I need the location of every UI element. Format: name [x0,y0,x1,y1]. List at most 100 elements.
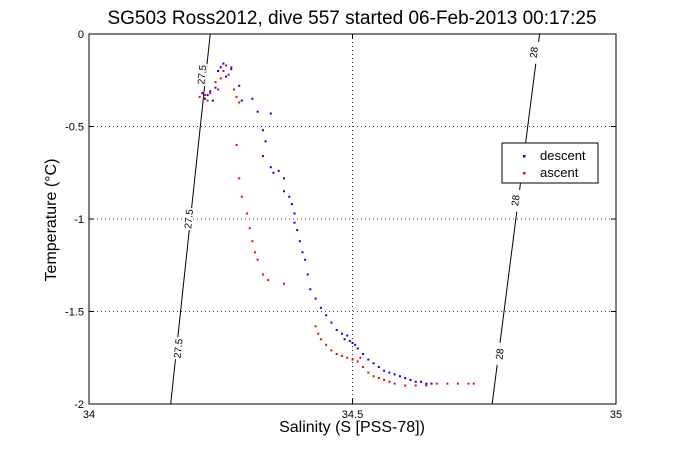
descent-point [346,334,349,337]
density-contours: 27.5 27.5 27.5 28 28 28 [170,33,541,405]
ascent-point [214,81,217,84]
ascent-point [362,366,365,368]
y-tick-label: -1 [74,214,84,226]
series-descent [201,62,433,385]
descent-point [398,375,401,378]
descent-point [282,190,285,193]
descent-point [293,212,296,215]
ascent-point [359,356,362,359]
contour-label-bg [173,337,184,360]
ascent-point [203,94,206,97]
ascent-point [246,212,249,215]
ascent-point [372,375,375,378]
legend-marker-ascent [523,172,526,175]
contour-label: 27.5 [196,64,209,85]
descent-point [409,378,412,381]
ascent-point [456,382,459,385]
descent-point [230,68,233,71]
descent-point [211,99,214,102]
y-tick-label: -2 [74,399,84,411]
ascent-point [435,382,438,385]
descent-point [304,258,307,261]
ascent-point [267,279,270,282]
ascent-point [472,382,475,385]
descent-point [383,369,386,372]
ascent-point [235,95,238,98]
ascent-point [383,378,386,381]
descent-point [201,92,204,95]
descent-point [348,340,351,343]
contour-label: 27.5 [183,208,196,229]
descent-point [362,353,365,356]
ascent-point [217,88,220,91]
x-axis-ticks: 34 34.5 35 [83,34,622,421]
data-points [198,62,475,387]
descent-point [330,321,333,324]
x-axis-label: Salinity (S [PSS-78]) [279,419,425,436]
chart-title: SG503 Ross2012, dive 557 started 06-Feb-… [107,8,596,29]
ascent-point [325,343,328,346]
ascent-point [248,227,251,230]
descent-point [238,84,241,87]
descent-point [298,240,301,243]
descent-point [209,90,212,93]
descent-point [430,382,433,385]
contour-label: 28 [510,194,522,207]
y-tick-label: -0.5 [65,122,84,134]
descent-point [251,97,254,100]
descent-point [367,358,370,361]
ascent-point [446,382,449,385]
descent-point [354,343,357,346]
legend-label-descent: descent [540,148,586,163]
ascent-point [238,101,241,104]
descent-point [261,155,264,158]
ascent-point [225,64,228,67]
descent-point [306,273,309,276]
ascent-point [282,282,285,285]
ascent-point [330,349,333,352]
ascent-point [206,99,209,102]
descent-point [288,195,291,198]
contour-label: 28 [529,46,541,59]
ascent-point [317,332,320,335]
descent-point [420,380,423,383]
ascent-point [388,380,391,383]
descent-point [425,382,428,385]
ascent-point [346,356,349,359]
descent-point [277,169,280,172]
ascent-point [319,338,322,341]
descent-point [356,347,359,350]
ascent-point [340,354,343,357]
ascent-point [261,273,264,276]
descent-point [203,97,206,100]
legend-marker-descent [523,155,526,158]
descent-point [217,70,220,72]
y-axis-ticks: -2 -1.5 -1 -0.5 0 [65,29,616,411]
descent-point [301,251,304,254]
descent-point [269,112,272,115]
descent-point [264,140,267,143]
chart-legend: descent ascent [501,142,599,184]
ascent-point [377,377,380,380]
descent-point [269,166,272,169]
contour-label: 28 [494,347,506,360]
ascent-point [198,95,201,98]
descent-point [340,332,343,335]
descent-point [309,288,312,291]
x-tick-label: 35 [610,409,622,421]
descent-point [296,229,299,232]
ascent-point [351,358,354,361]
descent-point [225,75,228,78]
descent-point [335,329,338,331]
ascent-point [404,384,407,387]
ascent-point [209,92,212,95]
ascent-point [314,325,317,328]
legend-box [501,142,599,184]
ascent-point [251,240,254,243]
y-tick-label: -1.5 [65,307,84,319]
descent-point [282,177,285,180]
ascent-point [219,77,222,80]
density-contour-28 [491,33,541,405]
contour-label-bg [197,63,208,87]
descent-point [256,110,259,113]
